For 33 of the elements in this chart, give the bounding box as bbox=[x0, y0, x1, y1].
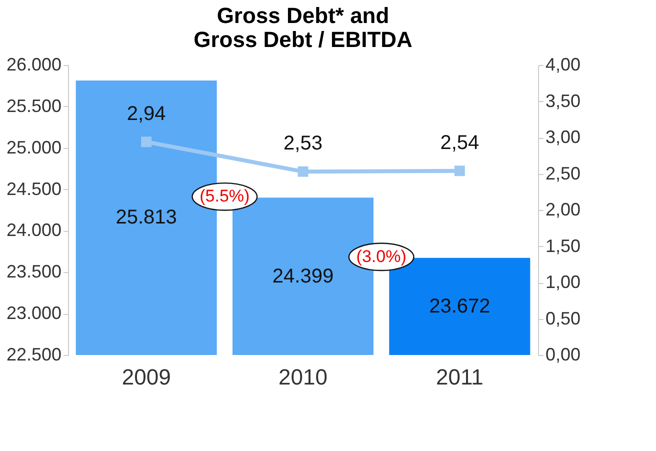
y-tick-label: 26.000 bbox=[6, 54, 62, 74]
y2-tick-label: 2,00 bbox=[546, 200, 581, 220]
data-label: 25.813 bbox=[116, 206, 177, 229]
y-tick-label: 24.000 bbox=[6, 220, 62, 240]
data-label: 2,53 bbox=[284, 132, 322, 155]
y-tick-label: 23.000 bbox=[6, 303, 62, 324]
x-tick-label: 2011 bbox=[436, 364, 484, 390]
y2-tick-label: 1,50 bbox=[546, 236, 581, 256]
x-tick-label: 2009 bbox=[122, 364, 171, 390]
y2-tick-label: 1,00 bbox=[546, 272, 581, 292]
y-tick-label: 25.500 bbox=[6, 96, 62, 116]
annotation: (3.0%) bbox=[356, 246, 406, 266]
data-label: 2,94 bbox=[126, 102, 166, 125]
annotation: (5.5%) bbox=[200, 186, 250, 206]
x-tick-label: 2010 bbox=[278, 364, 328, 390]
y2-tick-label: 0,00 bbox=[546, 344, 581, 364]
text: Gross Debt* and bbox=[216, 3, 390, 28]
y2-tick-label: 3,50 bbox=[546, 90, 581, 111]
y-tick-label: 23.500 bbox=[6, 262, 62, 282]
y2-tick-label: 0,50 bbox=[546, 308, 581, 328]
y-tick-label: 22.500 bbox=[6, 344, 62, 364]
point bbox=[454, 166, 465, 176]
text: Gross Debt / EBITDA bbox=[194, 27, 412, 52]
data-label: 2,54 bbox=[440, 132, 480, 154]
y2-tick-label: 3,00 bbox=[546, 127, 581, 147]
y-tick-label: 25.000 bbox=[6, 137, 62, 158]
point bbox=[141, 136, 152, 148]
y2-tick-label: 4,00 bbox=[546, 54, 581, 74]
data-label: 23.672 bbox=[429, 295, 490, 318]
y-tick-label: 24.500 bbox=[6, 178, 62, 199]
data-label: 24.399 bbox=[272, 265, 334, 288]
y2-tick-label: 2,50 bbox=[546, 163, 581, 184]
point bbox=[298, 166, 308, 177]
